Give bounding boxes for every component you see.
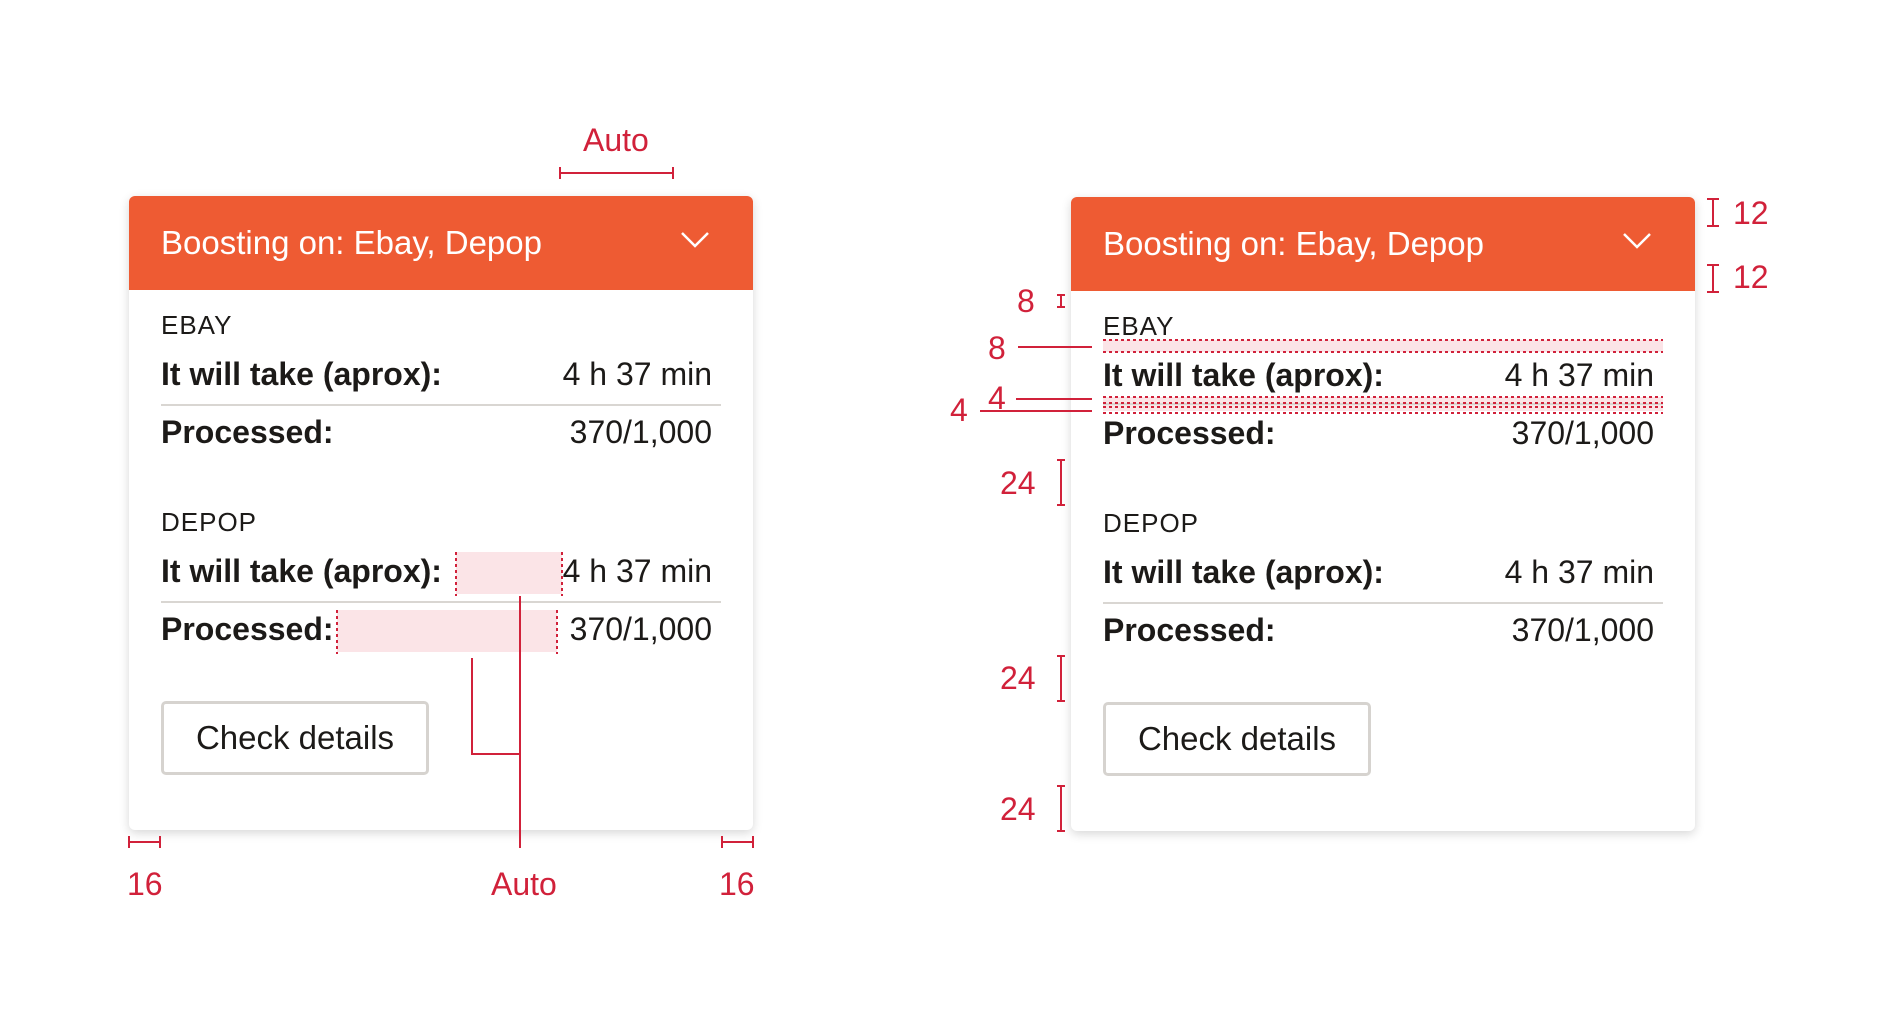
row-label-time: It will take (aprox): [161, 356, 442, 392]
row-value-processed: 370/1,000 [569, 414, 712, 450]
annotation-auto-bottom: Auto [491, 866, 557, 902]
row-label-processed: Processed: [1103, 612, 1276, 648]
card-header[interactable]: Boosting on: Ebay, Depop [1071, 197, 1695, 291]
chevron-down-icon[interactable] [680, 231, 710, 249]
annotation-button-gap: 24 [1000, 660, 1036, 696]
row-label-time: It will take (aprox): [1103, 554, 1384, 590]
row-value-time: 4 h 37 min [1504, 554, 1654, 590]
row-label-time: It will take (aprox): [1103, 357, 1384, 393]
check-details-button[interactable]: Check details [161, 701, 429, 775]
row-label-processed: Processed: [161, 611, 334, 647]
spacing-highlight [1103, 340, 1663, 352]
row-value-processed: 370/1,000 [1511, 612, 1654, 648]
annotation-label-gap: 8 [988, 330, 1006, 366]
row-label-time: It will take (aprox): [161, 553, 442, 589]
row-divider [1103, 403, 1663, 405]
section-label-depop: DEPOP [1103, 508, 1200, 538]
annotation-after-header: 8 [1017, 283, 1035, 319]
row-value-processed: 370/1,000 [1511, 415, 1654, 451]
boost-status-card: Boosting on: Ebay, Depop EBAY It will ta… [129, 196, 753, 830]
row-divider [1103, 602, 1663, 604]
section-label-ebay: EBAY [161, 310, 233, 340]
annotation-section-gap: 24 [1000, 465, 1036, 501]
annotation-header-top: 12 [1733, 195, 1769, 231]
row-value-time: 4 h 37 min [1504, 357, 1654, 393]
boost-status-card: Boosting on: Ebay, Depop EBAY It will ta… [1071, 197, 1695, 831]
header-title: Boosting on: Ebay, Depop [1103, 225, 1484, 262]
card-header[interactable]: Boosting on: Ebay, Depop [129, 196, 753, 290]
header-title: Boosting on: Ebay, Depop [161, 224, 542, 261]
annotation-row-gap-inner: 4 [988, 380, 1006, 416]
annotation-header-bottom: 12 [1733, 259, 1769, 295]
chevron-down-icon[interactable] [1622, 232, 1652, 250]
annotation-bottom-gap: 24 [1000, 791, 1036, 827]
auto-spacing-highlight [456, 552, 562, 594]
section-label-depop: DEPOP [161, 507, 258, 537]
annotation-row-gap-outer: 4 [950, 392, 968, 428]
row-value-time: 4 h 37 min [562, 553, 712, 589]
check-details-button[interactable]: Check details [1103, 702, 1371, 776]
annotation-padding-left: 16 [127, 866, 163, 902]
row-divider [161, 404, 721, 406]
row-label-processed: Processed: [1103, 415, 1276, 451]
row-value-processed: 370/1,000 [569, 611, 712, 647]
section-label-ebay: EBAY [1103, 311, 1175, 341]
annotation-auto-top: Auto [583, 122, 649, 158]
annotation-padding-right: 16 [719, 866, 755, 902]
row-label-processed: Processed: [161, 414, 334, 450]
row-value-time: 4 h 37 min [562, 356, 712, 392]
row-divider [161, 601, 721, 603]
